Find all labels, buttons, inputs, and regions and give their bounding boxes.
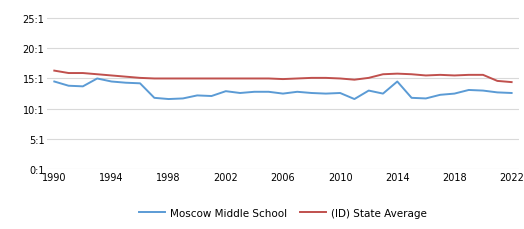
Moscow Middle School (437, 94, 443, 97)
(ID) State Average (351, 79, 357, 82)
(ID) State Average (80, 72, 86, 75)
(ID) State Average (380, 74, 386, 76)
Moscow Middle School (123, 82, 129, 85)
Moscow Middle School (408, 97, 414, 100)
(ID) State Average (451, 75, 457, 77)
(ID) State Average (209, 78, 215, 81)
Moscow Middle School (51, 81, 58, 84)
Moscow Middle School (466, 89, 472, 92)
Moscow Middle School (237, 92, 243, 95)
Moscow Middle School (180, 98, 186, 100)
(ID) State Average (480, 74, 486, 77)
Moscow Middle School (351, 98, 357, 101)
Moscow Middle School (480, 90, 486, 93)
(ID) State Average (266, 78, 272, 81)
Moscow Middle School (294, 91, 300, 94)
(ID) State Average (494, 80, 500, 83)
Moscow Middle School (494, 92, 500, 94)
Moscow Middle School (66, 85, 72, 88)
Moscow Middle School (266, 91, 272, 94)
Moscow Middle School (451, 93, 457, 95)
Moscow Middle School (423, 98, 429, 100)
(ID) State Average (151, 78, 158, 81)
(ID) State Average (51, 70, 58, 73)
Moscow Middle School (194, 95, 200, 97)
Moscow Middle School (137, 83, 143, 85)
Moscow Middle School (508, 92, 515, 95)
(ID) State Average (237, 78, 243, 81)
Moscow Middle School (380, 93, 386, 95)
Moscow Middle School (223, 90, 229, 93)
(ID) State Average (309, 77, 315, 80)
(ID) State Average (251, 78, 257, 81)
Moscow Middle School (166, 98, 172, 101)
Moscow Middle School (251, 91, 257, 94)
(ID) State Average (180, 78, 186, 81)
(ID) State Average (94, 74, 100, 76)
(ID) State Average (437, 74, 443, 77)
(ID) State Average (66, 72, 72, 75)
(ID) State Average (194, 78, 200, 81)
Moscow Middle School (94, 78, 100, 81)
Moscow Middle School (151, 97, 158, 100)
Moscow Middle School (323, 93, 329, 95)
(ID) State Average (408, 74, 414, 76)
(ID) State Average (280, 78, 286, 81)
Moscow Middle School (108, 81, 115, 84)
Moscow Middle School (80, 86, 86, 88)
(ID) State Average (294, 78, 300, 81)
Moscow Middle School (337, 92, 343, 95)
Line: (ID) State Average: (ID) State Average (54, 71, 511, 83)
Moscow Middle School (366, 90, 372, 93)
(ID) State Average (466, 74, 472, 77)
(ID) State Average (137, 77, 143, 80)
(ID) State Average (366, 77, 372, 80)
Moscow Middle School (309, 92, 315, 95)
Moscow Middle School (394, 81, 400, 84)
(ID) State Average (108, 75, 115, 77)
Legend: Moscow Middle School, (ID) State Average: Moscow Middle School, (ID) State Average (135, 204, 431, 222)
(ID) State Average (394, 73, 400, 76)
(ID) State Average (223, 78, 229, 81)
(ID) State Average (337, 78, 343, 81)
(ID) State Average (166, 78, 172, 81)
(ID) State Average (423, 75, 429, 77)
Moscow Middle School (280, 93, 286, 95)
(ID) State Average (323, 77, 329, 80)
(ID) State Average (508, 81, 515, 84)
(ID) State Average (123, 76, 129, 79)
Line: Moscow Middle School: Moscow Middle School (54, 79, 511, 100)
Moscow Middle School (209, 95, 215, 98)
